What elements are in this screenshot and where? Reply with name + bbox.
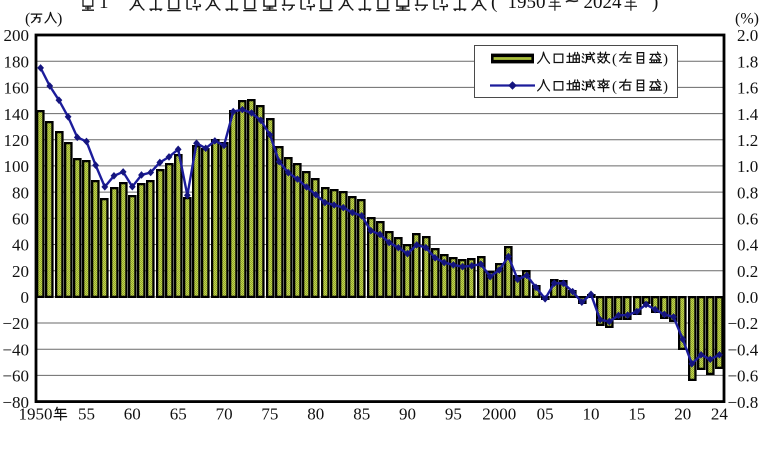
- svg-text:−80: −80: [2, 393, 29, 412]
- svg-text:160: 160: [4, 79, 30, 98]
- svg-text:(: (: [612, 79, 617, 95]
- svg-text:1950: 1950: [508, 0, 546, 13]
- svg-text:80: 80: [307, 405, 324, 424]
- svg-text:120: 120: [4, 131, 30, 150]
- svg-text:95: 95: [445, 405, 462, 424]
- svg-text:1.2: 1.2: [737, 131, 758, 150]
- svg-text:0.8: 0.8: [737, 183, 758, 202]
- svg-text:55: 55: [78, 405, 95, 424]
- svg-text:−0.2: −0.2: [727, 314, 758, 333]
- svg-text:1.4: 1.4: [737, 105, 759, 124]
- svg-text:1.6: 1.6: [737, 79, 758, 98]
- svg-text:05: 05: [537, 405, 554, 424]
- svg-text:60: 60: [12, 210, 29, 229]
- svg-text:40: 40: [12, 236, 29, 255]
- svg-text:): ): [663, 52, 668, 68]
- svg-text:): ): [652, 0, 658, 13]
- svg-text:−60: −60: [2, 367, 29, 386]
- svg-text:−20: −20: [2, 314, 29, 333]
- svg-text:1.8: 1.8: [737, 52, 758, 71]
- svg-text:140: 140: [4, 105, 30, 124]
- svg-text:(: (: [25, 11, 30, 28]
- svg-text:(: (: [612, 52, 617, 68]
- svg-text:0.6: 0.6: [737, 210, 758, 229]
- svg-text:180: 180: [4, 52, 30, 71]
- svg-text:(: (: [491, 0, 497, 13]
- svg-text:−0.4: −0.4: [727, 340, 758, 359]
- svg-text:2000: 2000: [482, 405, 516, 424]
- svg-text:): ): [57, 11, 62, 28]
- svg-text:15: 15: [628, 405, 645, 424]
- svg-text:−0.6: −0.6: [727, 367, 758, 386]
- svg-text:60: 60: [124, 405, 141, 424]
- svg-text:75: 75: [261, 405, 278, 424]
- svg-text:(%): (%): [735, 11, 759, 28]
- svg-text:10: 10: [583, 405, 600, 424]
- svg-text:2024: 2024: [584, 0, 623, 13]
- svg-text:85: 85: [353, 405, 370, 424]
- svg-text:20: 20: [12, 262, 29, 281]
- svg-text:90: 90: [399, 405, 416, 424]
- svg-text:70: 70: [216, 405, 233, 424]
- svg-text:2.0: 2.0: [737, 26, 758, 45]
- svg-text:65: 65: [170, 405, 187, 424]
- svg-text:100: 100: [4, 157, 30, 176]
- svg-text:1: 1: [99, 0, 109, 13]
- svg-text:0.0: 0.0: [737, 288, 758, 307]
- svg-text:−40: −40: [2, 340, 29, 359]
- svg-text:80: 80: [12, 183, 29, 202]
- svg-text:1.0: 1.0: [737, 157, 758, 176]
- svg-text:−0.8: −0.8: [727, 393, 758, 412]
- svg-text:20: 20: [674, 405, 691, 424]
- svg-text:24: 24: [711, 405, 729, 424]
- svg-text:200: 200: [4, 26, 30, 45]
- svg-text:0.2: 0.2: [737, 262, 758, 281]
- svg-text:0: 0: [21, 288, 30, 307]
- svg-text:): ): [663, 79, 668, 95]
- svg-text:0.4: 0.4: [737, 236, 759, 255]
- svg-text:1950: 1950: [19, 405, 53, 424]
